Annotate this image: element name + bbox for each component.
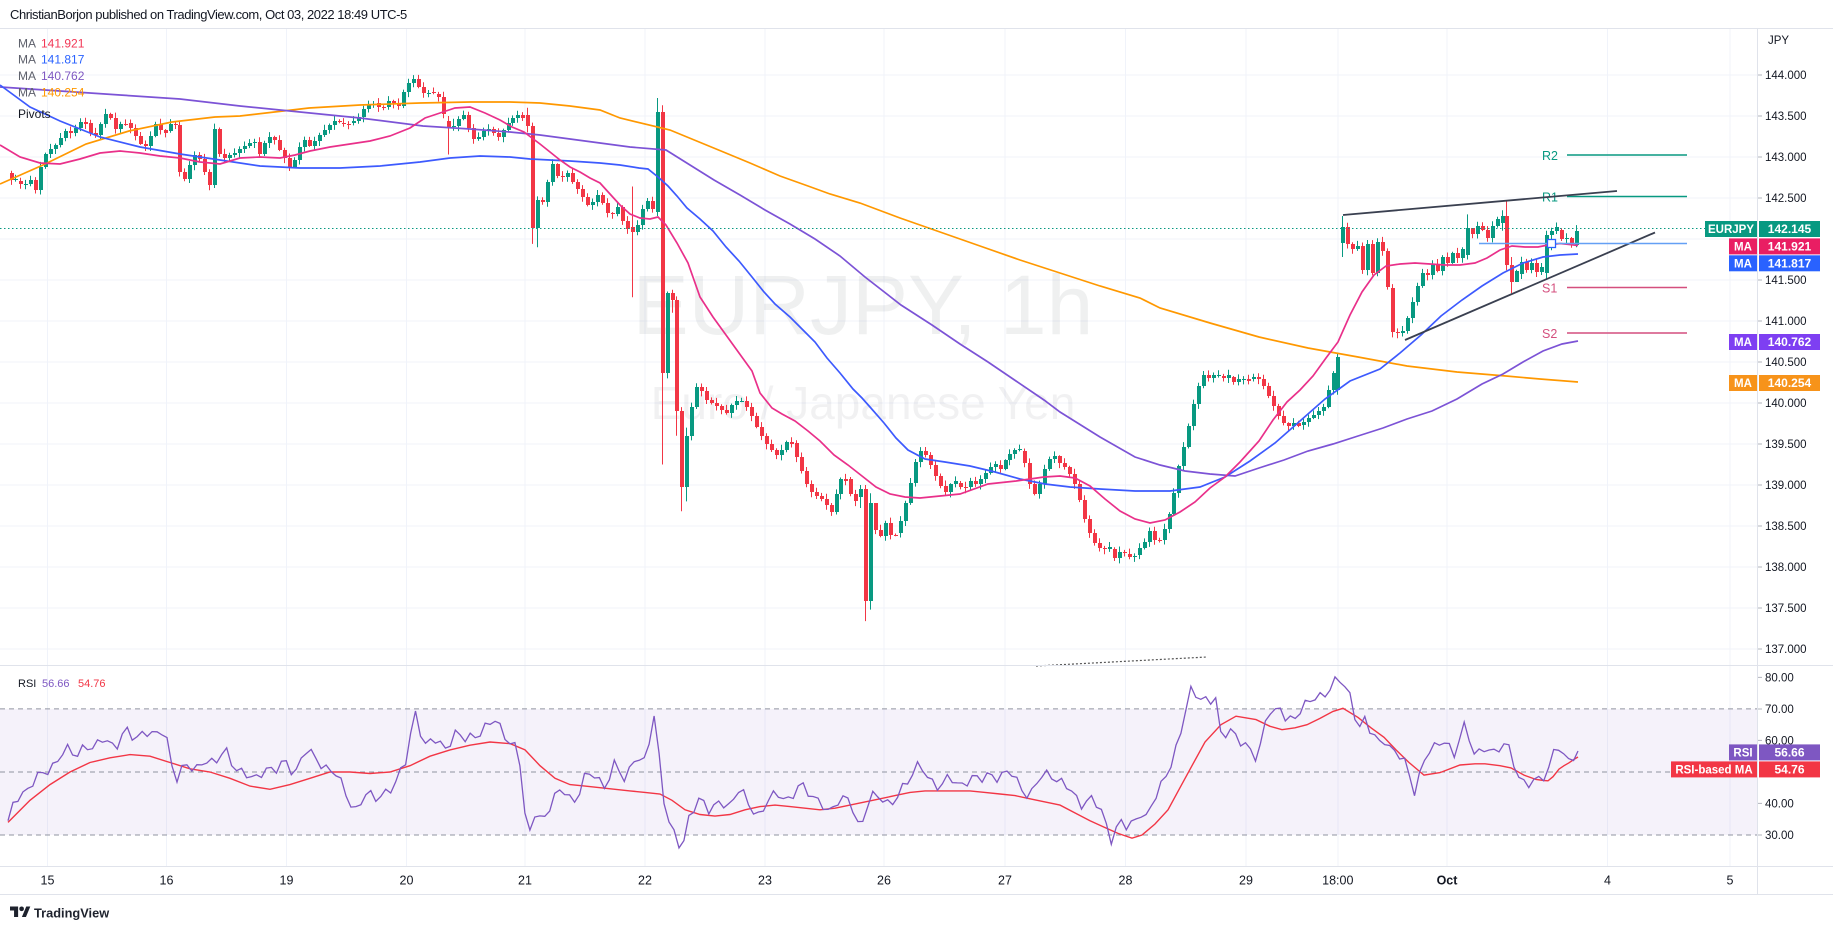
- svg-text:MA: MA: [18, 86, 36, 100]
- svg-text:140.500: 140.500: [1765, 357, 1807, 369]
- svg-text:RSI: RSI: [1733, 747, 1752, 759]
- svg-text:15: 15: [41, 874, 55, 888]
- svg-text:141.500: 141.500: [1765, 275, 1807, 287]
- svg-text:MA: MA: [1734, 258, 1752, 270]
- svg-text:MA: MA: [18, 37, 36, 51]
- svg-text:MA: MA: [18, 53, 36, 67]
- svg-text:JPY: JPY: [1768, 35, 1789, 47]
- svg-text:MA: MA: [18, 69, 36, 83]
- svg-text:54.76: 54.76: [1774, 762, 1804, 776]
- svg-text:TradingView: TradingView: [34, 906, 109, 921]
- svg-text:56.66: 56.66: [42, 678, 70, 690]
- svg-text:40.00: 40.00: [1765, 798, 1794, 810]
- svg-text:137.000: 137.000: [1765, 644, 1807, 656]
- svg-text:139.000: 139.000: [1765, 480, 1807, 492]
- svg-text:139.500: 139.500: [1765, 439, 1807, 451]
- svg-text:54.76: 54.76: [78, 678, 106, 690]
- svg-text:4: 4: [1604, 874, 1611, 888]
- svg-text:ChristianBorjon published on T: ChristianBorjon published on TradingView…: [10, 7, 407, 22]
- svg-text:140.254: 140.254: [1768, 376, 1812, 390]
- svg-text:16: 16: [160, 874, 174, 888]
- svg-text:143.500: 143.500: [1765, 111, 1807, 123]
- svg-text:MA: MA: [1734, 378, 1752, 390]
- svg-text:138.500: 138.500: [1765, 521, 1807, 533]
- svg-text:137.500: 137.500: [1765, 603, 1807, 615]
- svg-text:140.254: 140.254: [41, 86, 85, 100]
- svg-text:141.000: 141.000: [1765, 316, 1807, 328]
- svg-text:18:00: 18:00: [1322, 874, 1353, 888]
- svg-text:RSI: RSI: [18, 678, 36, 690]
- svg-text:30.00: 30.00: [1765, 830, 1794, 842]
- svg-text:80.00: 80.00: [1765, 672, 1794, 684]
- svg-text:140.000: 140.000: [1765, 398, 1807, 410]
- svg-text:S2: S2: [1542, 327, 1557, 341]
- svg-text:29: 29: [1239, 874, 1253, 888]
- svg-text:S1: S1: [1542, 282, 1557, 296]
- svg-text:142.145: 142.145: [1768, 222, 1812, 236]
- svg-text:RSI-based MA: RSI-based MA: [1675, 764, 1752, 776]
- svg-text:21: 21: [518, 874, 532, 888]
- svg-text:141.817: 141.817: [1768, 256, 1812, 270]
- svg-text:142.500: 142.500: [1765, 193, 1807, 205]
- svg-text:138.000: 138.000: [1765, 562, 1807, 574]
- svg-text:70.00: 70.00: [1765, 704, 1794, 716]
- svg-text:141.817: 141.817: [41, 53, 85, 67]
- svg-text:Pivots: Pivots: [18, 107, 51, 121]
- svg-text:MA: MA: [1734, 337, 1752, 349]
- svg-text:141.921: 141.921: [1768, 239, 1812, 253]
- svg-text:26: 26: [877, 874, 891, 888]
- svg-text:56.66: 56.66: [1774, 745, 1804, 759]
- svg-text:Euro / Japanese Yen: Euro / Japanese Yen: [651, 377, 1076, 429]
- svg-text:140.762: 140.762: [41, 69, 85, 83]
- svg-text:EURJPY: EURJPY: [1708, 224, 1754, 236]
- svg-text:EURJPY, 1h: EURJPY, 1h: [633, 258, 1094, 352]
- svg-text:143.000: 143.000: [1765, 152, 1807, 164]
- svg-text:MA: MA: [1734, 241, 1752, 253]
- svg-text:23: 23: [758, 874, 772, 888]
- svg-text:20: 20: [400, 874, 414, 888]
- svg-text:Oct: Oct: [1437, 874, 1459, 888]
- svg-text:140.762: 140.762: [1768, 335, 1812, 349]
- svg-text:27: 27: [998, 874, 1012, 888]
- svg-text:144.000: 144.000: [1765, 70, 1807, 82]
- svg-text:28: 28: [1119, 874, 1133, 888]
- svg-text:22: 22: [638, 874, 652, 888]
- svg-text:141.921: 141.921: [41, 37, 85, 51]
- svg-text:5: 5: [1727, 874, 1734, 888]
- svg-text:19: 19: [280, 874, 294, 888]
- svg-text:R2: R2: [1542, 149, 1558, 163]
